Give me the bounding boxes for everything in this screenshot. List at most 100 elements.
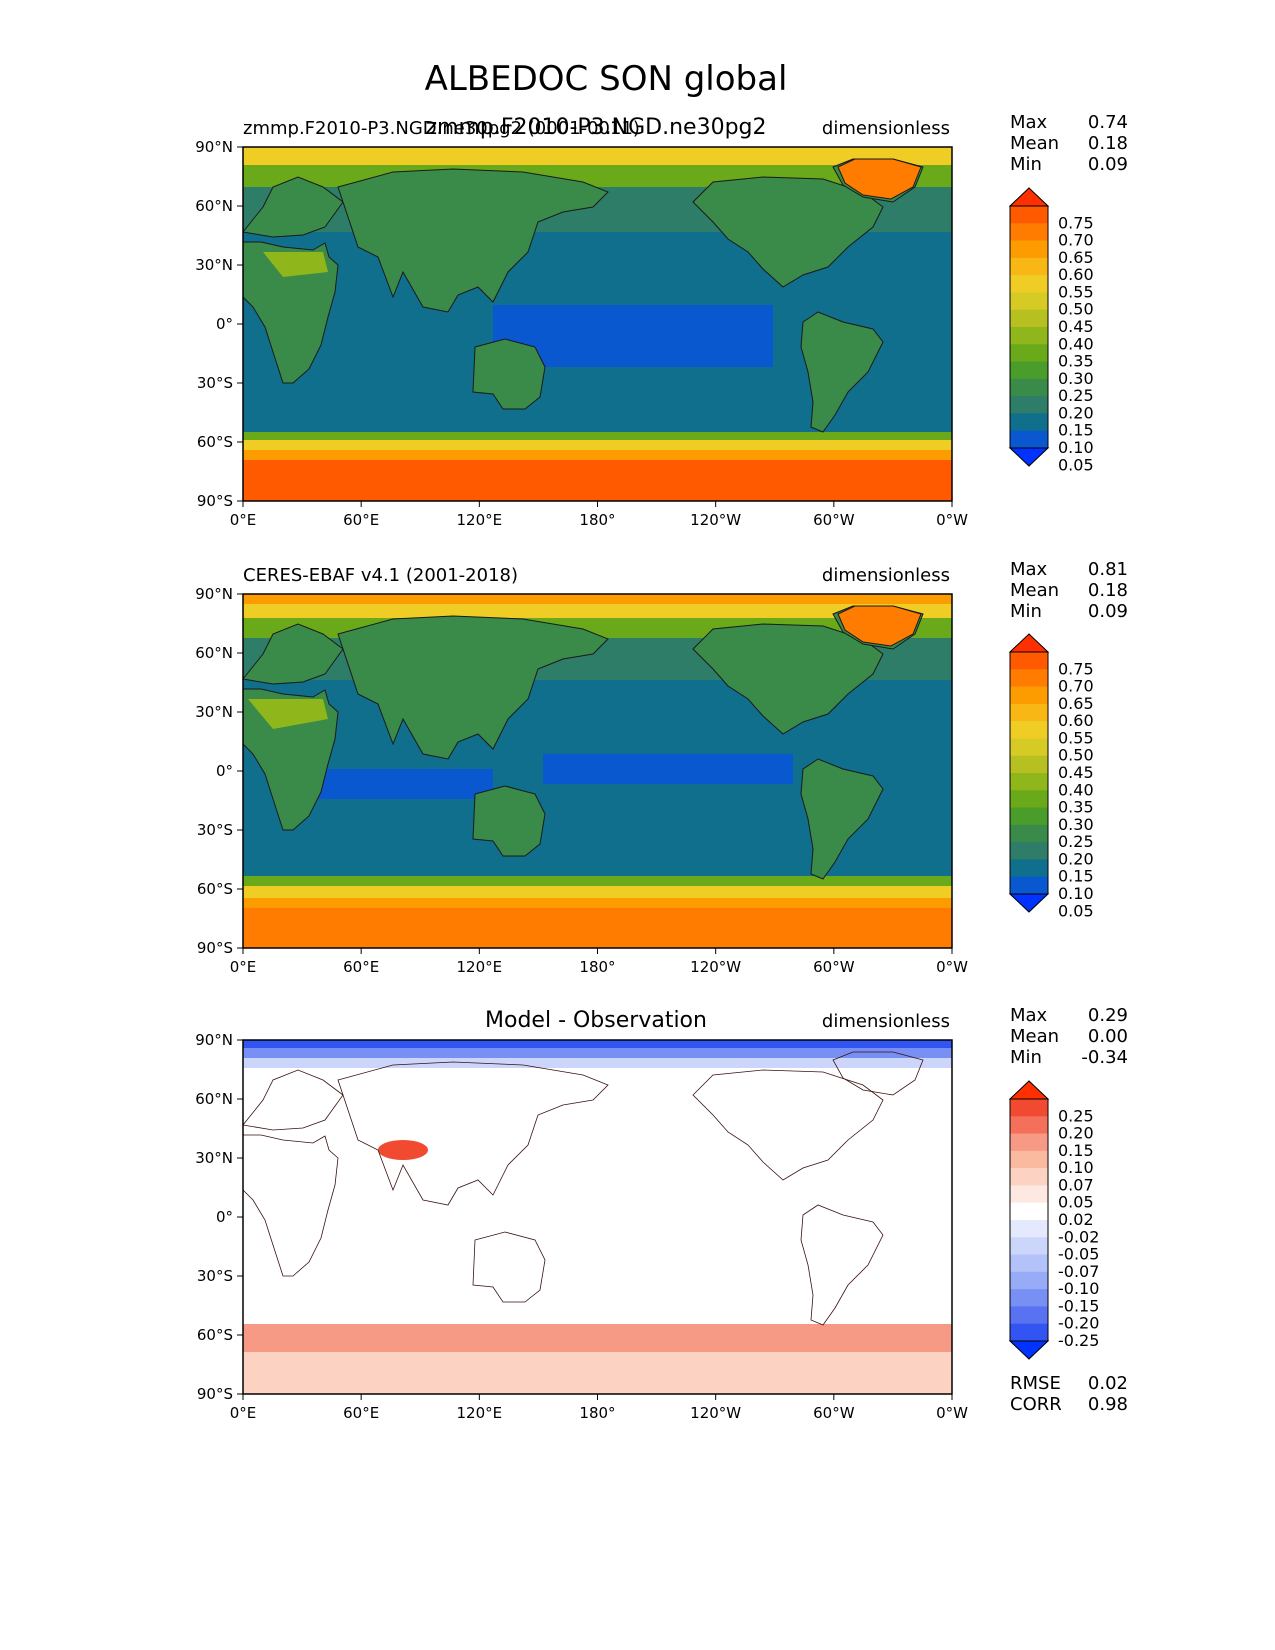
colorbar-bin <box>1010 755 1048 774</box>
y-tick-label: 90°S <box>197 1385 233 1403</box>
y-tick-label: 30°N <box>195 1149 233 1167</box>
colorbar-label: -0.05 <box>1058 1245 1099 1264</box>
x-tick-label: 120°E <box>457 511 503 529</box>
colorbar-bin <box>1010 738 1048 757</box>
stat-label: Min <box>1010 1047 1042 1068</box>
colorbar-label: 0.70 <box>1058 677 1094 696</box>
colorbar-bin <box>1010 790 1048 809</box>
x-tick-label: 180° <box>579 511 615 529</box>
colorbar-label: 0.45 <box>1058 317 1094 336</box>
field-band-antarctic <box>243 460 952 501</box>
panel-left-title: CERES-EBAF v4.1 (2001-2018) <box>243 565 518 586</box>
x-tick-label: 0°E <box>230 511 257 529</box>
stat-label: Max <box>1010 112 1048 133</box>
colorbar-bin <box>1010 257 1048 276</box>
stat-value: 0.18 <box>1088 580 1128 601</box>
colorbar-label: -0.20 <box>1058 1314 1099 1333</box>
colorbar-bin <box>1010 876 1048 895</box>
colorbar-label: 0.15 <box>1058 1141 1094 1160</box>
colorbar-bin <box>1010 275 1048 293</box>
colorbar-bin <box>1010 773 1048 791</box>
colorbar-label: -0.07 <box>1058 1262 1099 1281</box>
panel-center-title: Model - Observation <box>485 1008 707 1033</box>
y-tick-label: 30°N <box>195 703 233 721</box>
colorbar-label: -0.02 <box>1058 1227 1099 1246</box>
colorbar-extend-min <box>1008 1340 1050 1360</box>
y-tick-label: 30°S <box>197 821 233 839</box>
y-tick-label: 60°S <box>197 1326 233 1344</box>
colorbar-bin <box>1010 292 1048 311</box>
y-tick-label: 60°S <box>197 433 233 451</box>
colorbar-bin <box>1010 1168 1048 1186</box>
x-tick-label: 120°E <box>457 1404 503 1422</box>
colorbar-label: 0.10 <box>1058 884 1094 903</box>
colorbar-label: 0.30 <box>1058 369 1094 388</box>
diff-so-band <box>243 1324 952 1352</box>
stat-value: 0.29 <box>1088 1005 1128 1026</box>
panel-test: zmmp.F2010-P3.NGD.ne30pg2 (0001-0011) zm… <box>242 115 953 502</box>
y-tick-label: 90°S <box>197 492 233 510</box>
y-tick-label: 60°S <box>197 880 233 898</box>
colorbar-frame <box>1009 1098 1049 1342</box>
colorbar-bin <box>1010 703 1048 722</box>
x-tick-label: 180° <box>579 1404 615 1422</box>
panel-center-title: zmmp.F2010-P3.NGD.ne30pg2 <box>425 115 766 140</box>
colorbar-bin <box>1010 807 1048 826</box>
colorbar-extend-max <box>1008 1080 1050 1100</box>
colorbar-bin <box>1010 1220 1048 1238</box>
y-tick-label: 90°S <box>197 939 233 957</box>
diff-arctic-strong <box>243 1040 952 1048</box>
y-tick-label: 60°N <box>195 197 233 215</box>
colorbar-label: 0.05 <box>1058 455 1094 474</box>
x-tick-label: 0°E <box>230 958 257 976</box>
colorbar-label: 0.60 <box>1058 265 1094 284</box>
colorbar-label: 0.20 <box>1058 1124 1094 1143</box>
colorbar-bin <box>1010 1271 1048 1290</box>
map-test <box>242 146 953 502</box>
stat-value: 0.09 <box>1088 601 1128 622</box>
colorbar-label: 0.02 <box>1058 1210 1094 1229</box>
x-tick-label: 120°W <box>690 511 741 529</box>
colorbar-extend-max <box>1008 633 1050 653</box>
stat-label: Mean <box>1010 133 1059 154</box>
colorbar-label: 0.35 <box>1058 352 1094 371</box>
diff-tibet <box>378 1140 428 1160</box>
y-tick-label: 90°N <box>195 1031 233 1049</box>
diff-arctic-weak <box>243 1058 952 1068</box>
x-tick-label: 180° <box>579 958 615 976</box>
colorbar-label: 0.10 <box>1058 1158 1094 1177</box>
colorbar-label: 0.50 <box>1058 746 1094 765</box>
axis-ticks: 90°N60°N30°N0°30°S60°S90°S0°E 60°E 120°E 18… <box>195 138 968 1422</box>
colorbar-bin <box>1010 1185 1048 1204</box>
colorbar-label: 0.10 <box>1058 438 1094 457</box>
panel-units: dimensionless <box>822 565 950 586</box>
figure-title: ALBEDOC SON global <box>425 59 788 99</box>
colorbar-label: 0.25 <box>1058 386 1094 405</box>
y-tick-label: 30°N <box>195 256 233 274</box>
field-band-antarctic <box>243 908 952 948</box>
x-tick-label: 0°E <box>230 1404 257 1422</box>
field-band-arctic <box>243 594 952 604</box>
colorbar-bin <box>1010 240 1048 259</box>
colorbar-label: 0.40 <box>1058 334 1094 353</box>
panel-diff: Model - Observation dimensionless <box>242 1008 953 1395</box>
y-tick-label: 60°N <box>195 644 233 662</box>
stat-value: 0.18 <box>1088 133 1128 154</box>
x-tick-label: 0°W <box>936 958 968 976</box>
greenland-ice <box>837 605 922 647</box>
colorbar-bin <box>1010 223 1048 242</box>
colorbar-extend-min <box>1008 893 1050 913</box>
colorbar-bin <box>1010 686 1048 705</box>
colorbar-label: 0.60 <box>1058 711 1094 730</box>
colorbar-bin <box>1010 396 1048 414</box>
colorbar-bin <box>1010 344 1048 363</box>
field-band-so1 <box>243 876 952 886</box>
stat-value: 0.74 <box>1088 112 1128 133</box>
colorbar-bin <box>1010 1254 1048 1273</box>
colorbar-bin <box>1010 1202 1048 1221</box>
colorbar-bin <box>1010 1150 1048 1169</box>
y-tick-label: 0° <box>216 762 233 780</box>
colorbar-bin <box>1010 669 1048 688</box>
field-band-so1 <box>243 432 952 440</box>
